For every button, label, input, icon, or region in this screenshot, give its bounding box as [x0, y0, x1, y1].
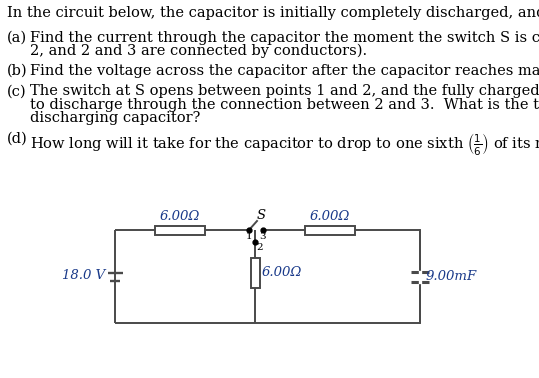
- Text: The switch at S opens between points 1 and 2, and the fully charged capacitor is: The switch at S opens between points 1 a…: [30, 84, 539, 98]
- Text: discharging capacitor?: discharging capacitor?: [30, 111, 201, 125]
- Text: 18.0 V: 18.0 V: [62, 269, 105, 282]
- Text: 1: 1: [246, 232, 252, 241]
- Text: Find the voltage across the capacitor after the capacitor reaches maximum charge: Find the voltage across the capacitor af…: [30, 64, 539, 78]
- Text: 6.00Ω: 6.00Ω: [261, 266, 302, 279]
- Text: In the circuit below, the capacitor is initially completely discharged, and the : In the circuit below, the capacitor is i…: [7, 6, 539, 20]
- Text: 2, and 2 and 3 are connected by conductors).: 2, and 2 and 3 are connected by conducto…: [30, 44, 367, 58]
- Text: 2: 2: [256, 243, 262, 252]
- Text: (a): (a): [7, 30, 27, 44]
- Text: (b): (b): [7, 64, 27, 78]
- Text: S: S: [257, 209, 266, 222]
- Text: to discharge through the connection between 2 and 3.  What is the time constant : to discharge through the connection betw…: [30, 98, 539, 112]
- Text: 9.00mF: 9.00mF: [426, 270, 477, 283]
- Bar: [155, 226, 205, 234]
- Text: How long will it take for the capacitor to drop to one sixth $\left(\frac{1}{6}\: How long will it take for the capacitor …: [30, 132, 539, 158]
- Text: (c): (c): [7, 84, 26, 98]
- Text: Find the current through the capacitor the moment the switch S is closed (points: Find the current through the capacitor t…: [30, 30, 539, 45]
- Text: (d): (d): [7, 132, 27, 146]
- Bar: [305, 226, 355, 234]
- Text: 6.00Ω: 6.00Ω: [310, 210, 350, 223]
- Text: 6.00Ω: 6.00Ω: [160, 210, 200, 223]
- Bar: [251, 258, 259, 288]
- Text: 3: 3: [260, 232, 266, 241]
